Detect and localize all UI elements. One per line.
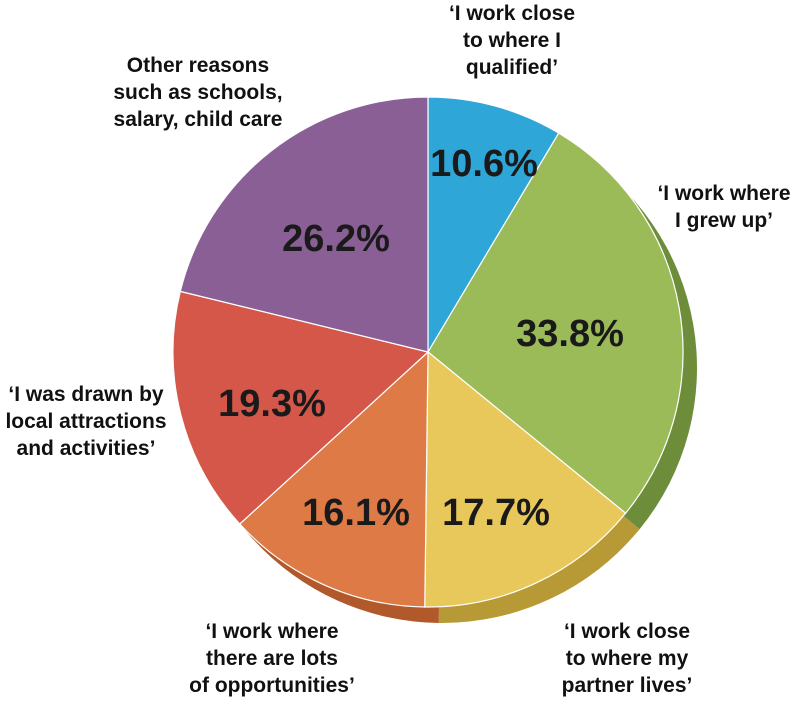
pie-slice-category-label: ‘I work close to where my partner lives’: [562, 620, 693, 697]
pie-slice-category-label-line: I grew up’: [675, 209, 773, 232]
pie-slice-category-label-line: there are lots: [206, 647, 338, 670]
pie-slice: [424, 350, 627, 608]
pie-slice: [172, 290, 430, 525]
pie-slice-category-label: ‘I work where I grew up’: [657, 182, 790, 232]
pie-slice-value-label: 16.1%: [302, 492, 410, 534]
pie-slice-category-label-line: and activities’: [17, 437, 156, 460]
pie-slice-category-label-line: ‘I work where: [205, 620, 338, 643]
pie-slice-category-label-line: ‘I was drawn by: [8, 383, 164, 406]
pie-slice-category-label-line: ‘I work where: [657, 182, 790, 205]
pie-slice-category-label-line: qualified’: [466, 56, 558, 79]
pie-slice: [427, 96, 560, 355]
pie-slice-value-label: 10.6%: [430, 143, 538, 185]
pie-slice-category-label-line: ‘I work close: [449, 2, 575, 25]
pie-slice-category-label: ‘I was drawn by local attractions and acti…: [5, 383, 166, 460]
pie-slice-category-label-line: to where my: [566, 647, 689, 670]
pie-slice-category-label-line: such as schools,: [113, 81, 282, 104]
pie-slice: [179, 96, 429, 353]
pie-slice-category-label-line: salary, child care: [114, 108, 283, 131]
pie-slice-category-label-line: partner lives’: [562, 674, 693, 697]
pie-slice: [238, 350, 429, 608]
pie-slice-value-label: 19.3%: [218, 383, 326, 425]
pie-slice-layer: [172, 96, 684, 608]
pie-slice-category-label-line: of opportunities’: [189, 674, 355, 697]
pie-slice-category-label: Other reasons such as schools, salary, chi…: [113, 54, 282, 131]
pie-slice: [427, 132, 684, 515]
percentage-labels: 10.6% 33.8% 17.7% 16.1% 19.3% 26.2%: [218, 143, 624, 534]
pie-slice-category-label: ‘I work where there are lots of opportunit…: [189, 620, 355, 697]
pie-slice-category-label-line: to where I: [463, 29, 561, 52]
pie-slice-category-label-line: local attractions: [5, 410, 166, 433]
pie-slice-value-label: 17.7%: [442, 492, 550, 534]
pie-slice-value-label: 33.8%: [516, 313, 624, 355]
pie-slice-value-label: 26.2%: [282, 218, 390, 260]
pie-slice-category-label: ‘I work close to where I qualified’: [449, 2, 575, 79]
pie-slice-category-label-line: Other reasons: [127, 54, 269, 77]
pie-slice-category-label-line: ‘I work close: [564, 620, 690, 643]
